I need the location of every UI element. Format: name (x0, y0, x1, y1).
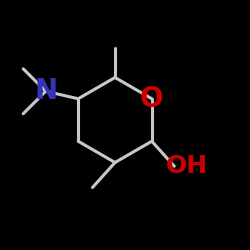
Text: O: O (140, 85, 164, 113)
Text: N: N (34, 77, 57, 105)
Text: OH: OH (166, 154, 208, 178)
